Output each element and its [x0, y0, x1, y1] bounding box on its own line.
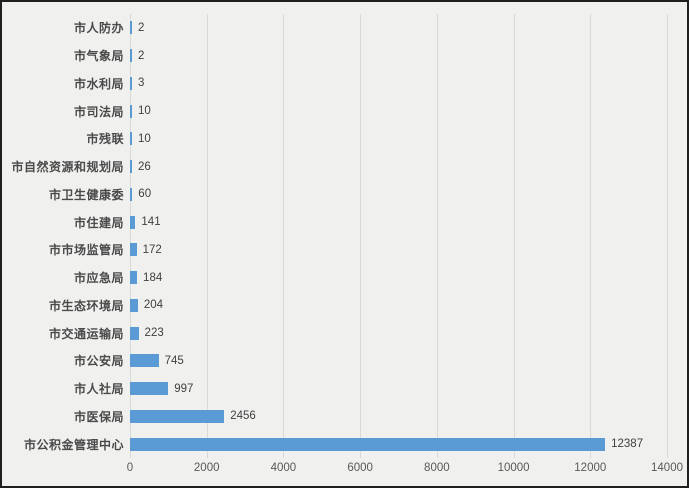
category-label: 市市场监管局 [48, 243, 124, 258]
gridline-12000 [590, 14, 592, 458]
bar [130, 326, 139, 340]
plot-area: 市人防办 2 市气象局 2 市水利局 3 市司法局 10 市残联 10 市自然资源和规划局 26 市卫生… [11, 14, 668, 458]
category-label: 市公安局 [73, 354, 124, 369]
category-label: 市人社局 [73, 382, 124, 397]
gridline-8000 [436, 14, 438, 458]
category-label: 市司法局 [73, 104, 124, 119]
value-label: 10 [138, 105, 151, 118]
bar [130, 437, 606, 451]
value-label: 172 [142, 243, 162, 256]
category-label: 市交通运输局 [48, 326, 124, 341]
bar [130, 160, 132, 174]
gridline-10000 [513, 14, 515, 458]
x-tick-label: 4000 [270, 462, 297, 474]
x-tick-label: 0 [126, 462, 134, 474]
chart-row: 市人社局 997 [74, 375, 667, 403]
value-label: 184 [143, 271, 163, 284]
value-label: 2 [138, 49, 145, 62]
chart-row: 市人防办 2 [74, 14, 667, 42]
category-label: 市公积金管理中心 [23, 437, 124, 452]
bar [130, 76, 132, 90]
x-tick-label: 14000 [651, 462, 683, 474]
chart-row: 市自然资源和规划局 26 [11, 153, 667, 181]
x-tick-label: 8000 [424, 462, 450, 474]
category-label: 市自然资源和规划局 [11, 160, 124, 175]
bar [130, 132, 132, 146]
chart-row: 市应急局 184 [74, 264, 667, 292]
x-tick-label: 12000 [574, 462, 607, 474]
chart-row: 市医保局 2456 [74, 403, 667, 431]
chart-row: 市住建局 141 [74, 208, 667, 236]
value-label: 745 [164, 354, 184, 367]
chart-row: 市市场监管局 172 [49, 236, 667, 264]
category-label: 市气象局 [73, 49, 124, 64]
category-label: 市医保局 [73, 409, 124, 424]
value-label: 997 [174, 382, 194, 395]
bar [130, 215, 136, 229]
bar [130, 187, 133, 201]
gridline-6000 [360, 14, 362, 458]
value-label: 12387 [611, 438, 644, 451]
gridline-0 [130, 14, 131, 458]
x-tick-label: 6000 [347, 462, 373, 474]
chart-row: 市司法局 10 [74, 97, 667, 125]
bar-rows-container: 市人防办 2 市气象局 2 市水利局 3 市司法局 10 市残联 10 市自然资源和规划局 26 市卫生… [11, 14, 667, 458]
x-tick-label: 10000 [497, 462, 530, 474]
value-label: 141 [141, 216, 161, 229]
bar [130, 21, 132, 35]
value-label: 3 [138, 77, 145, 90]
value-label: 10 [138, 132, 151, 145]
gridline-14000 [667, 14, 668, 458]
value-label: 2456 [230, 410, 256, 423]
gridline-4000 [283, 14, 285, 458]
chart-row: 市公安局 745 [74, 347, 667, 375]
chart-row: 市公积金管理中心 12387 [24, 430, 667, 458]
chart-row: 市残联 10 [86, 125, 667, 153]
x-tick-label: 2000 [193, 462, 220, 474]
chart-row: 市水利局 3 [74, 70, 667, 98]
bar [130, 104, 132, 118]
bar [130, 271, 138, 285]
category-label: 市人防办 [73, 21, 124, 36]
chart-row: 市交通运输局 223 [49, 319, 667, 347]
category-label: 市住建局 [73, 215, 124, 230]
bar [130, 382, 169, 396]
gridline-2000 [206, 14, 208, 458]
category-label: 市卫生健康委 [48, 187, 124, 202]
bar [130, 354, 159, 368]
value-label: 2 [138, 21, 145, 34]
category-label: 市残联 [86, 132, 124, 147]
x-axis: 0 2000 4000 6000 8000 10000 12000 14000 [126, 462, 683, 478]
bar [130, 243, 137, 257]
value-label: 60 [138, 188, 152, 201]
value-label: 204 [143, 299, 163, 312]
value-label: 26 [138, 160, 151, 173]
category-label: 市水利局 [73, 76, 124, 91]
bar [130, 298, 138, 312]
category-label: 市生态环境局 [48, 298, 124, 313]
category-label: 市应急局 [73, 271, 124, 286]
bar [130, 409, 225, 423]
chart-row: 市卫生健康委 60 [49, 181, 667, 209]
chart-row: 市生态环境局 204 [49, 292, 667, 320]
chart-row: 市气象局 2 [74, 42, 667, 70]
value-label: 223 [144, 327, 164, 340]
bar [130, 49, 132, 63]
